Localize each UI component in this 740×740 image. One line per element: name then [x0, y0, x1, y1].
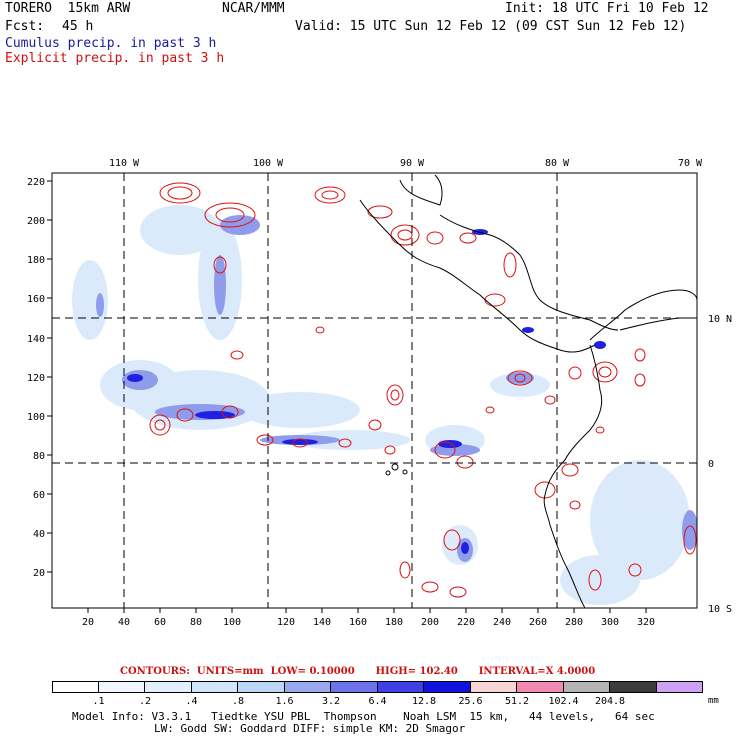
x-tick: 20: [82, 617, 94, 628]
explicit-legend: Explicit precip. in past 3 h: [5, 51, 225, 66]
colorbar-cell: [424, 681, 471, 693]
colorbar-label: .8: [231, 696, 245, 707]
colorbar-cell: [98, 681, 145, 693]
contour-info: CONTOURS: UNITS=mm LOW= 0.10000 HIGH= 10…: [120, 666, 596, 677]
colorbar-cell: [52, 681, 99, 693]
y-tick: 220: [27, 177, 45, 188]
lon-label: 90 W: [400, 158, 425, 169]
x-tick: 200: [421, 617, 439, 628]
forecast-label: Fcst:: [5, 19, 45, 34]
colorbar-label: 51.2: [504, 696, 530, 707]
lon-label: 110 W: [109, 158, 140, 169]
model-info: Model Info: V3.3.1 Tiedtke YSU PBL Thomp…: [72, 710, 655, 735]
y-tick: 140: [27, 334, 45, 345]
precip-field: [72, 174, 697, 608]
x-tick: 160: [349, 617, 367, 628]
x-tick: 80: [190, 617, 202, 628]
colorbar-label: 25.6: [458, 696, 483, 707]
colorbar-cell: [284, 681, 331, 693]
x-tick: 100: [223, 617, 241, 628]
lat-label: 0: [708, 459, 714, 470]
colorbar-cell: [191, 681, 238, 693]
colorbar-label: 102.4: [548, 696, 579, 707]
x-tick: 220: [457, 617, 475, 628]
y-tick: 80: [33, 451, 45, 462]
lon-label: 80 W: [545, 158, 570, 169]
colorbar-label: 6.4: [368, 696, 387, 707]
map-frame: [51, 172, 698, 609]
colorbar-cell: [563, 681, 610, 693]
colorbar-cell: [145, 681, 192, 693]
colorbar-unit: mm: [708, 696, 719, 706]
y-tick: 160: [27, 294, 45, 305]
colorbar-cell: [470, 681, 517, 693]
x-tick: 300: [601, 617, 619, 628]
x-tick: 60: [154, 617, 166, 628]
y-tick: 200: [27, 216, 45, 227]
colorbar-frame: [52, 681, 703, 693]
y-tick: 180: [27, 255, 45, 266]
y-tick: 20: [33, 568, 45, 579]
lon-label: 70 W: [678, 158, 703, 169]
y-tick: 60: [33, 490, 45, 501]
model-name: TORERO 15km ARW: [5, 1, 131, 16]
x-tick: 140: [313, 617, 331, 628]
x-tick: 240: [493, 617, 511, 628]
x-tick: 40: [118, 617, 130, 628]
colorbar-cell: [610, 681, 657, 693]
colorbar-cell: [238, 681, 285, 693]
lat-lon-grid: [52, 173, 697, 608]
x-tick: 120: [277, 617, 295, 628]
y-tick: 120: [27, 373, 45, 384]
x-tick: 180: [385, 617, 403, 628]
forecast-hours: 45 h: [62, 19, 94, 34]
x-tick: 320: [637, 617, 655, 628]
colorbar-label: 204.8: [594, 696, 626, 707]
colorbar-label: 3.2: [321, 696, 341, 707]
colorbar-label: 12.8: [411, 696, 437, 707]
colorbar-label: .1: [92, 696, 105, 707]
colorbar-cell: [331, 681, 378, 693]
cumulus-legend: Cumulus precip. in past 3 h: [5, 36, 217, 51]
y-tick: 40: [33, 529, 45, 540]
precip-map: 220 200 180 160 140 120 100 80 60 40 20 …: [27, 158, 732, 628]
colorbar-label: .2: [138, 696, 152, 707]
y-tick: 100: [27, 412, 45, 423]
x-tick: 260: [529, 617, 547, 628]
colorbar-label: .4: [185, 696, 198, 707]
init-time: Init: 18 UTC Fri 10 Feb 12: [505, 1, 709, 16]
lon-label: 100 W: [253, 158, 284, 169]
lat-label: 10 S: [708, 604, 732, 615]
lat-label: 10 N: [708, 314, 732, 325]
valid-time: Valid: 15 UTC Sun 12 Feb 12 (09 CST Sun …: [295, 19, 687, 34]
center-name: NCAR/MMM: [222, 1, 285, 16]
x-tick: 280: [565, 617, 583, 628]
colorbar-label: 1.6: [275, 696, 294, 707]
colorbar-cell: [377, 681, 424, 693]
colorbar-cell: [517, 681, 564, 693]
